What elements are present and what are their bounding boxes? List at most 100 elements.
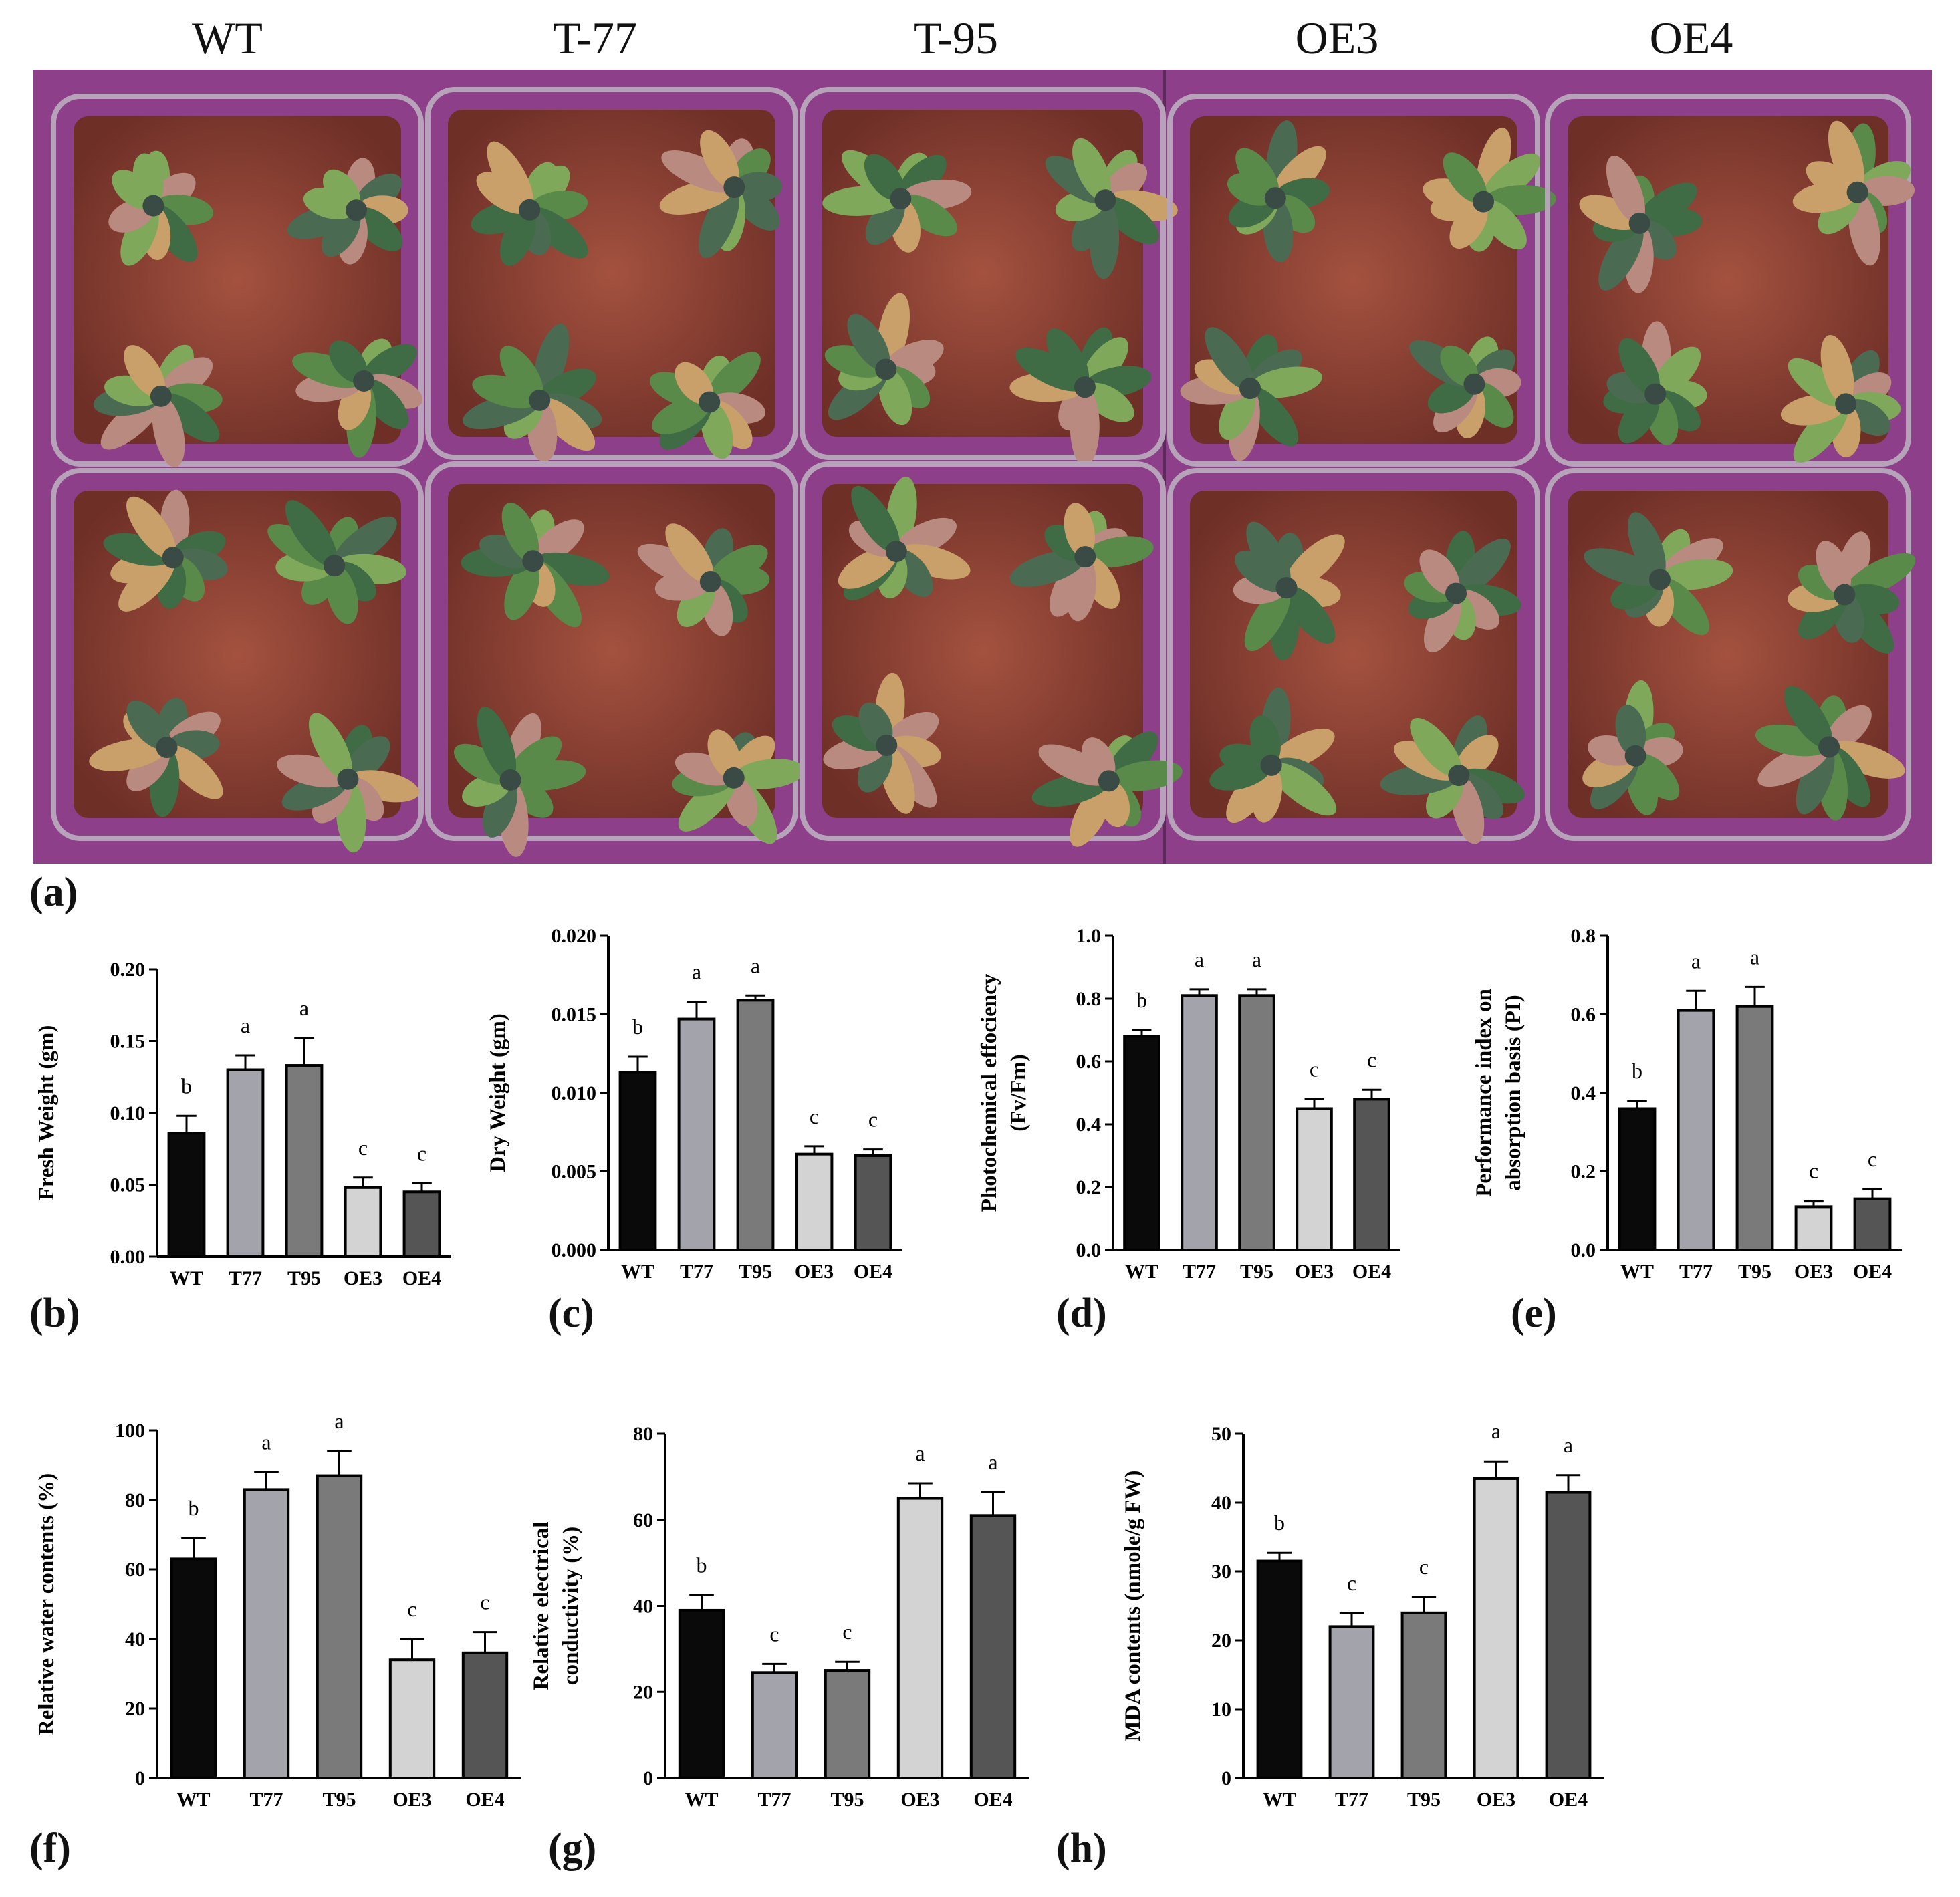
leaf [1615, 705, 1646, 757]
bar-t77 [243, 1488, 290, 1780]
bar-oe3 [1473, 1477, 1519, 1779]
leaf [164, 745, 223, 799]
rosette-center [699, 391, 721, 413]
leaf [1627, 512, 1666, 580]
bar-t95 [1238, 994, 1275, 1252]
leaf [1205, 327, 1253, 390]
x-tick-label: OE4 [854, 1261, 892, 1283]
leaf [1618, 338, 1660, 396]
significance-letter: c [1310, 1057, 1319, 1081]
photo-label-oe3: OE3 [1295, 13, 1379, 64]
bar-wt [170, 1557, 217, 1779]
significance-letter: a [334, 1409, 344, 1433]
leaf [345, 736, 390, 782]
leaf [847, 313, 890, 371]
leaf [707, 729, 741, 779]
tray-rim [1545, 468, 1911, 841]
bar-t77 [1328, 1625, 1375, 1779]
x-tick-label: OE3 [392, 1789, 431, 1811]
rosette-center [1094, 189, 1116, 211]
significance-letter: c [868, 1108, 878, 1132]
y-tick-label: 60 [125, 1559, 145, 1581]
rosette-center [890, 188, 912, 210]
significance-letter: c [417, 1141, 426, 1165]
significance-letter: b [1632, 1059, 1642, 1083]
rosette-center [324, 555, 346, 577]
x-tick-label: T77 [757, 1789, 791, 1811]
x-tick-label: WT [1125, 1261, 1158, 1283]
significance-letter: a [1252, 947, 1261, 971]
significance-letter: c [1868, 1147, 1877, 1171]
x-tick-label: T95 [830, 1789, 864, 1811]
y-tick-label: 40 [125, 1628, 145, 1650]
x-tick-label: WT [1263, 1789, 1296, 1811]
rosette-center [1239, 378, 1261, 400]
bar-oe3 [896, 1497, 944, 1779]
tray-rim [800, 461, 1166, 841]
chart-relative-electrical-conductivity: 0 20 40 60 80 Relative electrical conductivity… [529, 1423, 1029, 1811]
y-axis-label: absorption basis (PI) [1501, 995, 1525, 1190]
y-tick-label: 0 [643, 1767, 653, 1789]
chart-fresh-weight: 0.00 0.05 0.10 0.15 0.20 Fresh Weight (gm) b WT… [35, 959, 451, 1289]
rosette-center [723, 176, 745, 199]
rosette-center [1445, 582, 1467, 604]
y-tick-label: 40 [1211, 1492, 1231, 1514]
leaf [1419, 549, 1460, 596]
rosette-center [346, 199, 368, 221]
leaf [159, 393, 220, 442]
leaf [1244, 586, 1291, 652]
x-tick-label: OE4 [973, 1789, 1012, 1811]
significance-letter: b [181, 1073, 192, 1098]
photo-label-t77: T-77 [553, 13, 637, 64]
rosette-center [885, 541, 907, 563]
x-tick-label: WT [1620, 1261, 1654, 1283]
leaf [1046, 328, 1090, 388]
bar-oe4 [1353, 1098, 1390, 1251]
chart-mda-contents: 0 10 20 30 40 50 MDA contents (nmole/g FW) b WT c… [1121, 1419, 1604, 1811]
leaf [1584, 548, 1661, 586]
leaf [700, 130, 739, 188]
y-tick-label: 0.8 [1571, 925, 1596, 947]
y-tick-label: 0.00 [110, 1246, 146, 1268]
y-tick-label: 80 [125, 1489, 145, 1511]
leaf [126, 496, 176, 559]
plant-trays-illustration [51, 70, 1916, 864]
bar-wt [618, 1071, 657, 1251]
y-tick-label: 0.4 [1076, 1114, 1102, 1136]
bar-wt [1618, 1107, 1657, 1251]
bar-wt [678, 1608, 725, 1779]
bar-t77 [677, 1017, 716, 1252]
leaf [537, 398, 596, 451]
significance-letter: b [1136, 988, 1147, 1012]
leaf [152, 396, 185, 467]
rosette-center [1818, 736, 1840, 758]
x-tick-label: T77 [1679, 1261, 1713, 1283]
leaf [1038, 744, 1110, 786]
y-tick-label: 0 [135, 1767, 145, 1789]
x-tick-label: T95 [322, 1789, 356, 1811]
y-tick-label: 10 [1211, 1698, 1231, 1721]
bar-t77 [1677, 1009, 1715, 1251]
significance-letter: c [480, 1590, 489, 1614]
x-tick-label: T77 [680, 1261, 713, 1283]
significance-letter: b [632, 1015, 643, 1039]
significance-letter: b [189, 1496, 199, 1520]
y-tick-label: 20 [125, 1698, 145, 1720]
y-tick-label: 0.015 [552, 1004, 597, 1026]
leaf [661, 150, 735, 193]
bar-oe4 [461, 1651, 509, 1779]
leaf [1285, 534, 1345, 590]
leaf [124, 345, 165, 398]
tray-rim [1545, 94, 1911, 467]
y-tick-label: 0.6 [1571, 1004, 1596, 1026]
x-tick-label: T95 [1407, 1789, 1441, 1811]
rosette-center [1624, 745, 1646, 767]
chart-relative-water-contents: 0 20 40 60 80 100 Relative water contents (%) b… [35, 1409, 521, 1811]
panel-letter-b: (b) [29, 1291, 80, 1336]
leaf [851, 485, 900, 553]
significance-letter: c [1419, 1555, 1429, 1579]
y-tick-label: 0.020 [552, 925, 597, 947]
leaf [1071, 199, 1110, 252]
leaf [1085, 536, 1154, 567]
x-tick-label: OE3 [1295, 1261, 1334, 1283]
